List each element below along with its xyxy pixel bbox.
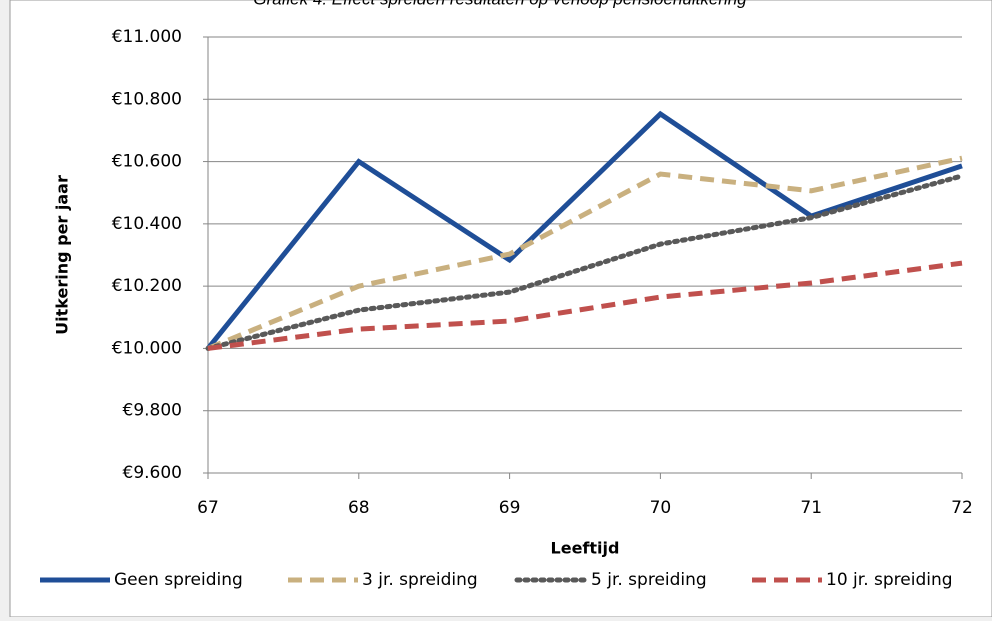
y-tick-label: €10.400 (112, 214, 182, 234)
x-tick-label: 72 (951, 498, 973, 518)
y-axis-label: Uitkering per jaar (53, 175, 72, 335)
y-tick-label: €10.600 (112, 152, 182, 172)
y-tick-label: €10.000 (112, 338, 182, 358)
series-line (207, 155, 963, 351)
series-line (207, 260, 963, 351)
legend-label: 5 jr. spreiding (591, 570, 707, 590)
y-tick-label: €9.800 (123, 401, 182, 421)
y-tick-label: €11.000 (112, 27, 182, 47)
x-tick-label: 69 (499, 498, 521, 518)
series-line (206, 110, 963, 350)
series-line (205, 173, 965, 351)
chart-background (9, 0, 992, 618)
legend-label: Geen spreiding (114, 570, 243, 590)
chart-title: Grafiek 4: Effect spreiden resultaten op… (253, 0, 747, 8)
x-tick-label: 70 (650, 498, 672, 518)
x-axis-label: Leeftijd (551, 539, 620, 558)
y-tick-label: €10.800 (112, 89, 182, 109)
legend-label: 10 jr. spreiding (826, 570, 953, 590)
x-tick-label: 67 (197, 498, 219, 518)
x-tick-label: 71 (800, 498, 822, 518)
legend-label: 3 jr. spreiding (362, 570, 478, 590)
x-tick-label: 68 (348, 498, 370, 518)
y-tick-label: €9.600 (123, 463, 182, 483)
y-tick-label: €10.200 (112, 276, 182, 296)
